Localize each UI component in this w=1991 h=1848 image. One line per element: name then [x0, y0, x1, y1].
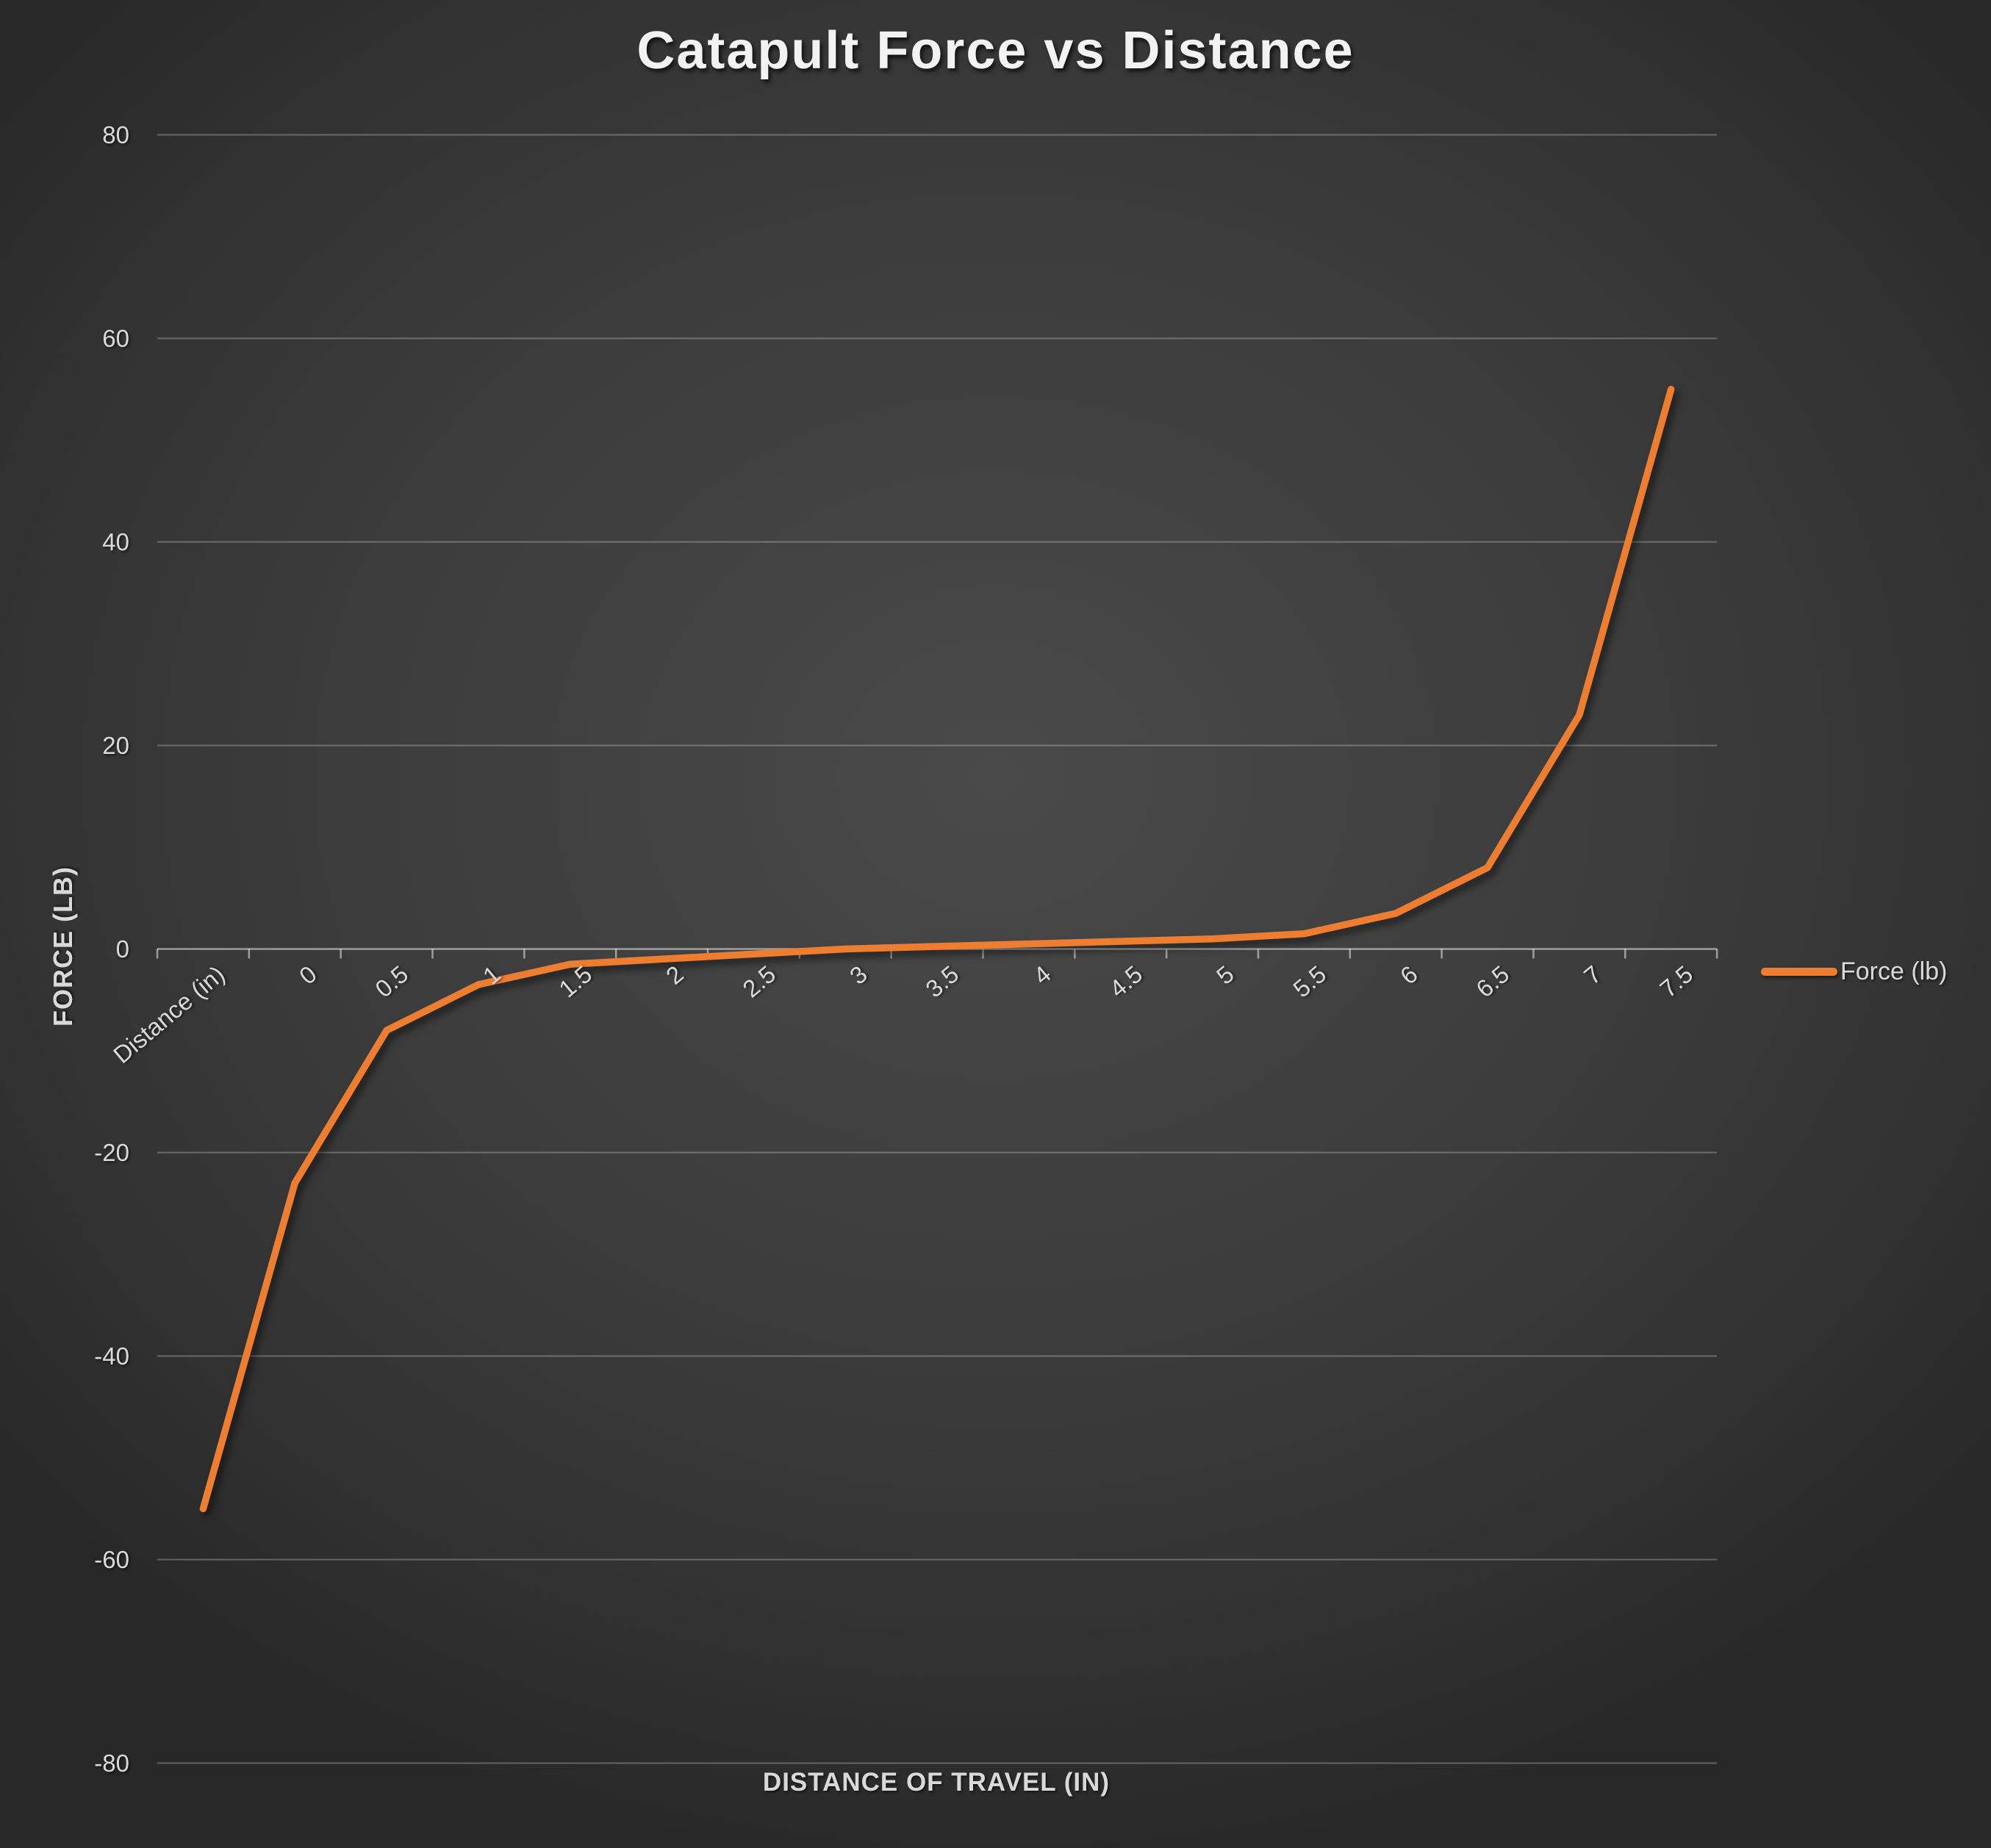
chart-title: Catapult Force vs Distance — [636, 21, 1355, 80]
legend-label: Force (lb) — [1840, 957, 1948, 985]
y-tick-label-0: 0 — [115, 935, 129, 963]
legend: Force (lb) — [1761, 955, 1947, 988]
y-tick-label-20: 20 — [102, 731, 129, 759]
y-tick-label--80: -80 — [94, 1749, 129, 1777]
y-tick-label--20: -20 — [94, 1138, 129, 1166]
y-tick-label-40: 40 — [102, 528, 129, 556]
x-axis-title: DISTANCE OF TRAVEL (IN) — [762, 1768, 1111, 1797]
gridlines — [157, 134, 1718, 1764]
y-tick-label-80: 80 — [102, 121, 129, 148]
x-axis-line — [156, 948, 1718, 959]
legend-line-swatch — [1761, 967, 1837, 976]
y-tick-label--40: -40 — [94, 1342, 129, 1370]
force-series-line — [199, 386, 1675, 1513]
y-axis-title: FORCE (LB) — [48, 866, 78, 1027]
y-tick-label-60: 60 — [102, 324, 129, 352]
series-line-Force (lb) — [199, 386, 1675, 1513]
y-tick-label--60: -60 — [94, 1545, 129, 1573]
